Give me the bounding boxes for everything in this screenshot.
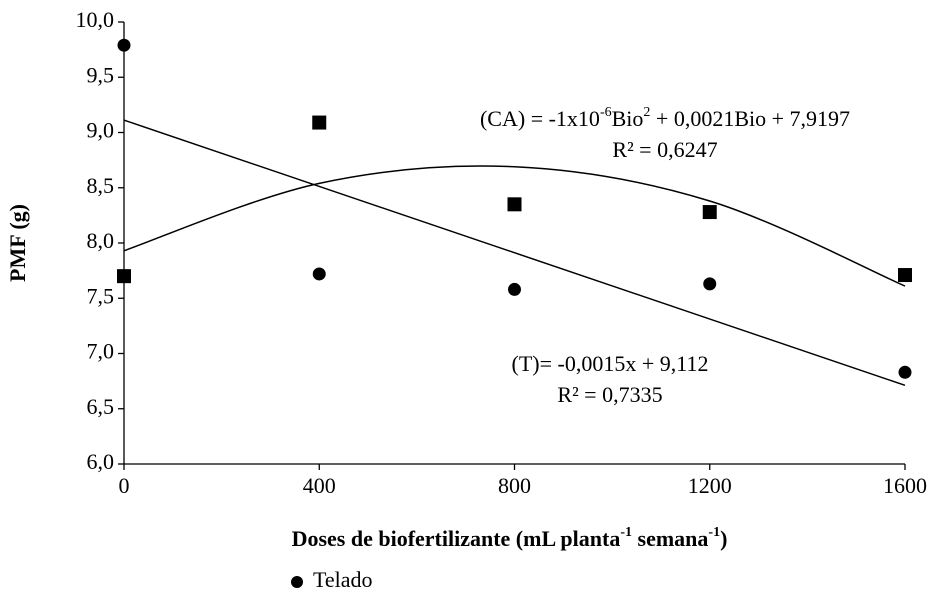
- equation: (CA) = -1x10-6Bio2 + 0,0021Bio + 7,9197: [480, 105, 850, 131]
- y-tick-label: 8,0: [87, 228, 115, 253]
- point: [312, 267, 326, 281]
- y-tick-label: 9,0: [87, 118, 115, 143]
- x-tick-label: 1200: [688, 473, 732, 498]
- legend-marker: [291, 576, 303, 588]
- point: [898, 268, 912, 283]
- point: [117, 269, 131, 284]
- x-tick-label: 400: [303, 473, 336, 498]
- y-tick-label: 9,5: [87, 62, 115, 87]
- equation-part: (T)= -0,0015x + 9,112: [512, 351, 709, 376]
- y-tick-label: 7,0: [87, 339, 115, 364]
- equation-part: (CA) = -1x10: [480, 106, 600, 131]
- trendline: [123, 119, 906, 387]
- equation: (T)= -0,0015x + 9,112: [512, 351, 709, 376]
- x-axis-label-part: ): [720, 526, 727, 551]
- x-axis-label-part: -1: [620, 525, 632, 540]
- x-tick-label: 1600: [883, 473, 927, 498]
- y-tick-label: 8,5: [87, 173, 115, 198]
- point: [117, 38, 131, 52]
- point: [703, 277, 717, 291]
- y-tick-label: 6,0: [87, 449, 115, 474]
- y-tick-label: 10,0: [76, 7, 115, 32]
- y-tick-label: 7,5: [87, 283, 115, 308]
- point: [702, 205, 717, 220]
- equation-part: 2: [643, 105, 650, 120]
- point: [508, 282, 521, 296]
- trendline: [123, 165, 906, 287]
- equation-part: Bio: [612, 106, 644, 131]
- r-squared: R² = 0,6247: [612, 137, 717, 162]
- point: [898, 365, 912, 379]
- x-axis-label-part: Doses de biofertilizante (mL planta: [292, 526, 621, 551]
- r-squared: R² = 0,7335: [557, 382, 662, 407]
- equation-part: -6: [600, 105, 612, 120]
- x-tick-label: 800: [498, 473, 531, 498]
- x-axis-label-part: -1: [708, 525, 720, 540]
- x-axis-label-part: semana: [632, 526, 708, 551]
- legend-label: Telado: [313, 567, 373, 592]
- point: [507, 197, 522, 212]
- x-tick-label: 0: [119, 473, 130, 498]
- x-axis-label: Doses de biofertilizante (mL planta-1 se…: [292, 525, 728, 551]
- equation-part: + 0,0021Bio + 7,9197: [650, 106, 850, 131]
- y-tick-label: 6,5: [87, 394, 115, 419]
- y-axis-label: PMF (g): [5, 204, 30, 282]
- point: [312, 115, 327, 130]
